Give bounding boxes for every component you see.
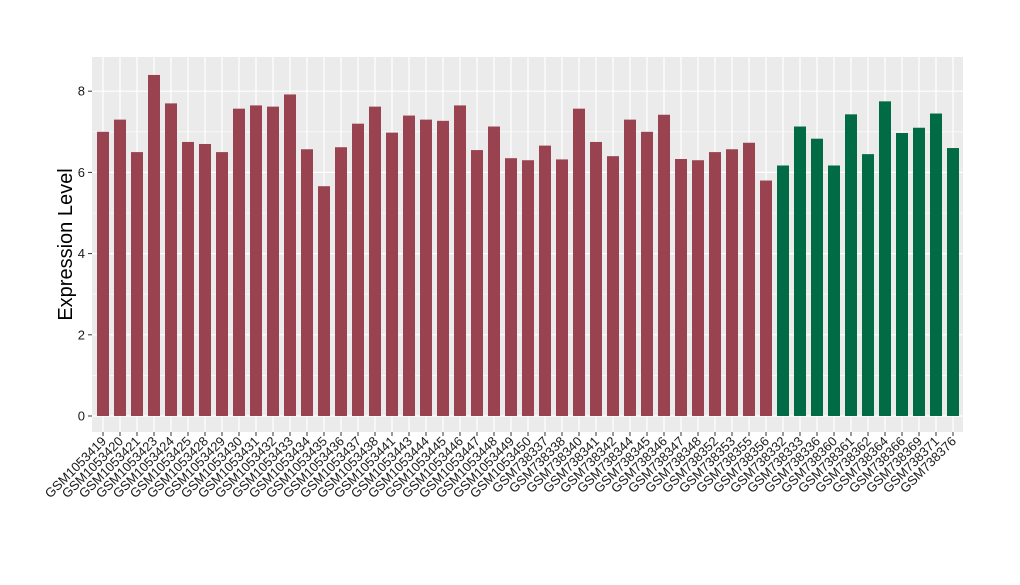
bar-GSM738356 bbox=[760, 180, 772, 416]
bar-GSM738362 bbox=[862, 154, 874, 416]
bar-GSM738369 bbox=[913, 127, 925, 417]
bar-GSM1053419 bbox=[97, 131, 109, 417]
bar-GSM1053438 bbox=[369, 106, 381, 417]
y-tick-label: 6 bbox=[78, 165, 85, 180]
bar-GSM738338 bbox=[556, 159, 568, 416]
bar-GSM1053434 bbox=[301, 149, 313, 416]
bar-GSM1053424 bbox=[165, 103, 177, 416]
bar-GSM1053443 bbox=[403, 115, 415, 416]
bar-GSM1053437 bbox=[352, 123, 364, 417]
bar-GSM1053446 bbox=[454, 105, 466, 416]
bar-GSM738336 bbox=[811, 138, 823, 416]
bar-GSM1053433 bbox=[284, 94, 296, 416]
bar-GSM1053425 bbox=[182, 141, 194, 416]
bar-GSM1053432 bbox=[267, 106, 279, 417]
y-tick-label: 2 bbox=[78, 327, 85, 342]
y-tick-label: 0 bbox=[78, 409, 85, 424]
bar-GSM738360 bbox=[828, 165, 840, 416]
bar-GSM738344 bbox=[624, 119, 636, 417]
bar-GSM738364 bbox=[879, 101, 891, 416]
bar-GSM738376 bbox=[947, 148, 959, 417]
bar-GSM1053448 bbox=[488, 126, 500, 416]
bar-GSM1053421 bbox=[131, 152, 143, 416]
bar-GSM1053435 bbox=[318, 186, 330, 416]
bar-GSM1053420 bbox=[114, 119, 126, 417]
bar-GSM738348 bbox=[692, 160, 704, 416]
bar-GSM1053441 bbox=[386, 132, 398, 416]
bar-GSM1053429 bbox=[216, 152, 228, 416]
bar-GSM738332 bbox=[777, 165, 789, 416]
bar-GSM738353 bbox=[726, 149, 738, 416]
x-axis: GSM1053419GSM1053420GSM1053421GSM1053423… bbox=[42, 432, 959, 501]
bar-GSM1053436 bbox=[335, 147, 347, 416]
bar-GSM1053423 bbox=[148, 74, 160, 417]
bar-GSM738333 bbox=[794, 126, 806, 416]
bar-GSM1053450 bbox=[522, 160, 534, 416]
bar-GSM738345 bbox=[641, 131, 653, 417]
bar-GSM738371 bbox=[930, 113, 942, 416]
bar-GSM1053428 bbox=[199, 143, 211, 417]
bar-GSM738361 bbox=[845, 114, 857, 416]
bar-GSM738366 bbox=[896, 133, 908, 416]
bar-GSM738347 bbox=[675, 159, 687, 416]
y-tick-label: 8 bbox=[78, 84, 85, 99]
bar-GSM738340 bbox=[573, 108, 585, 417]
bar-GSM738352 bbox=[709, 152, 721, 416]
bar-GSM738341 bbox=[590, 141, 602, 416]
y-axis: 0 2 4 6 8 bbox=[78, 84, 92, 424]
bar-GSM738342 bbox=[607, 156, 619, 416]
bar-GSM1053431 bbox=[250, 105, 262, 416]
y-tick-label: 4 bbox=[78, 246, 85, 261]
y-axis-title: Expression Level bbox=[55, 168, 77, 320]
bar-GSM1053430 bbox=[233, 108, 245, 417]
bar-GSM1053445 bbox=[437, 120, 449, 416]
bar-GSM1053449 bbox=[505, 158, 517, 416]
bar-GSM1053447 bbox=[471, 150, 483, 416]
bar-GSM738355 bbox=[743, 142, 755, 416]
bar-GSM738337 bbox=[539, 145, 551, 416]
bar-GSM738346 bbox=[658, 114, 670, 417]
bars bbox=[97, 74, 959, 417]
bar-GSM1053444 bbox=[420, 119, 432, 417]
